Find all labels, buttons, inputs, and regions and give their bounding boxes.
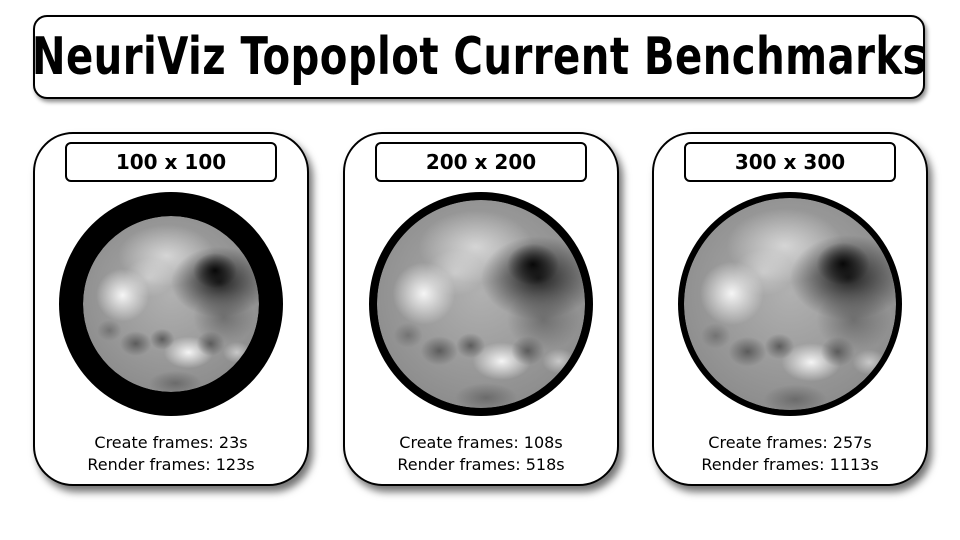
title-banner: NeuriViz Topoplot Current Benchmarks (31, 15, 927, 99)
benchmark-stats: Create frames: 108s Render frames: 518s (345, 432, 617, 476)
resolution-label: 200 x 200 (425, 150, 537, 174)
page-title: NeuriViz Topoplot Current Benchmarks (31, 27, 927, 87)
benchmark-stats: Create frames: 23s Render frames: 123s (35, 432, 307, 476)
render-frames-text: Render frames: 123s (87, 455, 255, 474)
resolution-label-box: 100 x 100 (65, 142, 277, 182)
benchmark-stats: Create frames: 257s Render frames: 1113s (654, 432, 926, 476)
benchmark-card-100: 100 x 100 Create frames: 23s Render fram… (33, 132, 309, 486)
resolution-label-box: 300 x 300 (684, 142, 896, 182)
create-frames-text: Create frames: 257s (708, 433, 872, 452)
resolution-label-box: 200 x 200 (375, 142, 587, 182)
render-frames-text: Render frames: 1113s (701, 455, 879, 474)
topoplot-image (59, 192, 283, 416)
benchmark-card-200: 200 x 200 Create frames: 108s Render fra… (343, 132, 619, 486)
resolution-label: 100 x 100 (115, 150, 227, 174)
create-frames-text: Create frames: 108s (399, 433, 563, 452)
benchmark-card-300: 300 x 300 Create frames: 257s Render fra… (652, 132, 928, 486)
resolution-label: 300 x 300 (734, 150, 846, 174)
create-frames-text: Create frames: 23s (94, 433, 248, 452)
topoplot-image (678, 192, 902, 416)
topoplot-image (369, 192, 593, 416)
render-frames-text: Render frames: 518s (397, 455, 565, 474)
